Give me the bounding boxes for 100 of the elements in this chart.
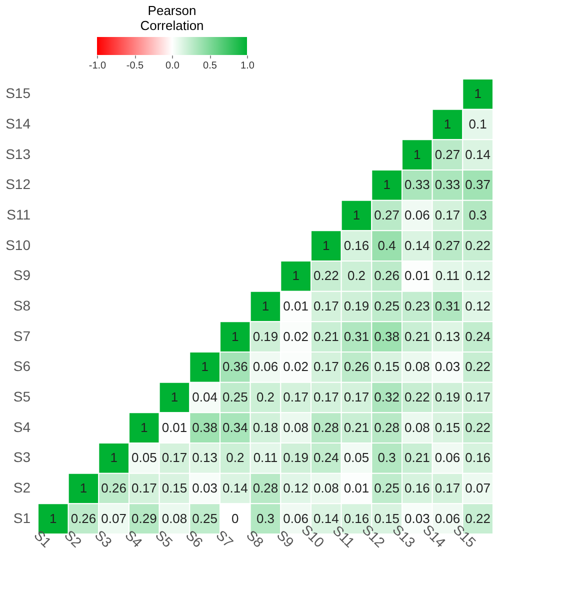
data-label: 0.12 xyxy=(465,298,490,314)
data-label: 1 xyxy=(414,146,421,162)
data-label: 0.25 xyxy=(222,390,248,404)
data-label: 0.22 xyxy=(465,510,490,526)
data-label: 0.37 xyxy=(465,177,490,192)
data-label: 0.17 xyxy=(162,450,188,466)
data-label: 0.16 xyxy=(404,480,430,496)
data-label: 1 xyxy=(292,268,300,284)
data-label: 0.33 xyxy=(404,177,430,192)
data-label: 0.2 xyxy=(256,390,275,404)
x-tick-label: S9 xyxy=(274,526,298,551)
x-tick-label: S5 xyxy=(152,526,176,551)
data-label: 0.21 xyxy=(344,420,370,435)
data-label: 1 xyxy=(201,359,208,374)
y-tick-label: S10 xyxy=(6,236,31,253)
data-label: 0.3 xyxy=(256,510,275,526)
data-label: 0.06 xyxy=(404,208,430,222)
data-label: 0.01 xyxy=(404,268,430,284)
x-tick-label: S7 xyxy=(213,526,237,551)
data-label: 0.25 xyxy=(374,480,400,496)
data-label: 1 xyxy=(110,450,118,466)
data-label: 0.17 xyxy=(283,390,308,404)
data-label: 0.34 xyxy=(222,420,248,435)
data-label: 0.2 xyxy=(347,268,366,284)
data-label: 0.14 xyxy=(465,146,490,162)
x-tick-label: S1 xyxy=(31,526,55,551)
data-label: 0.21 xyxy=(404,328,430,344)
data-label: 1 xyxy=(474,86,482,102)
y-tick-label: S6 xyxy=(13,358,31,374)
data-label: 0.19 xyxy=(252,328,278,344)
data-label: 0.17 xyxy=(344,390,370,404)
data-label: 0.38 xyxy=(374,328,400,344)
data-label: 0.32 xyxy=(374,390,400,404)
data-label: 0.12 xyxy=(465,268,490,284)
data-label: 0.03 xyxy=(404,510,430,526)
data-label: 0.21 xyxy=(404,450,430,466)
data-label: 0.25 xyxy=(192,510,218,526)
data-label: 0.17 xyxy=(132,480,157,496)
data-label: 0.07 xyxy=(465,480,490,496)
data-label: 0.03 xyxy=(192,480,218,496)
data-label: 0.17 xyxy=(314,390,339,404)
data-label: 0.26 xyxy=(374,268,400,284)
data-label: 0.22 xyxy=(404,390,430,404)
data-label: 0.13 xyxy=(192,450,218,466)
data-label: 0.01 xyxy=(162,420,188,435)
color-bar-label: -1.0 xyxy=(88,60,107,72)
data-label: 0.29 xyxy=(132,510,157,526)
color-bar-label: -0.5 xyxy=(126,60,144,72)
data-label: 1 xyxy=(50,510,57,526)
y-tick-label: S3 xyxy=(13,449,31,466)
data-label: 0.24 xyxy=(465,328,490,344)
data-label: 0.17 xyxy=(434,480,460,496)
data-label: 0.31 xyxy=(344,328,370,344)
data-label: 0.25 xyxy=(374,298,400,314)
data-label: 0.05 xyxy=(132,450,157,466)
data-label: 0.28 xyxy=(252,480,278,496)
data-label: 0.22 xyxy=(465,359,490,374)
data-label: 0.28 xyxy=(314,420,339,435)
data-label: 0.36 xyxy=(222,359,248,374)
data-label: 0.08 xyxy=(162,510,188,526)
data-label: 0.13 xyxy=(434,328,460,344)
x-tick-label: S2 xyxy=(61,526,86,551)
data-label: 1 xyxy=(170,390,178,404)
x-tick-label: S4 xyxy=(122,526,146,551)
data-label: 0.07 xyxy=(101,510,126,526)
data-label: 0.22 xyxy=(314,268,339,284)
data-label: 0.27 xyxy=(374,208,400,222)
data-label: 0.19 xyxy=(434,390,460,404)
data-label: 0.01 xyxy=(344,480,370,496)
data-label: 0.02 xyxy=(283,328,308,344)
data-label: 1 xyxy=(80,480,88,496)
data-label: 0.02 xyxy=(283,359,308,374)
y-tick-label: S9 xyxy=(13,267,31,284)
data-label: 0.4 xyxy=(378,238,396,253)
y-tick-label: S4 xyxy=(13,418,31,435)
data-label: 0.11 xyxy=(435,268,460,284)
y-tick-label: S8 xyxy=(13,298,31,314)
data-label: 0.08 xyxy=(314,480,339,496)
data-label: 0.16 xyxy=(344,238,370,253)
y-tick-label: S1 xyxy=(13,510,31,526)
data-label: 0.21 xyxy=(314,328,339,344)
data-label: 0.14 xyxy=(404,238,430,253)
data-label: 0.22 xyxy=(465,420,490,435)
data-label: 0.17 xyxy=(314,298,339,314)
data-label: 0.05 xyxy=(344,450,370,466)
x-tick-label: S6 xyxy=(182,526,206,551)
y-tick-label: S11 xyxy=(6,206,31,222)
y-tick-label: S5 xyxy=(13,388,31,404)
y-tick-label: S2 xyxy=(13,480,31,496)
data-label: 0.12 xyxy=(283,480,308,496)
data-label: 0.08 xyxy=(404,359,430,374)
data-label: 0.3 xyxy=(468,208,487,222)
data-label: 1 xyxy=(140,420,148,435)
data-label: 1 xyxy=(383,177,390,192)
data-label: 1 xyxy=(352,208,360,222)
data-label: 0.17 xyxy=(314,359,339,374)
y-tick-label: S13 xyxy=(6,146,31,162)
data-label: 0.03 xyxy=(434,359,460,374)
data-label: 0.27 xyxy=(434,238,460,253)
data-label: 0.19 xyxy=(283,450,308,466)
